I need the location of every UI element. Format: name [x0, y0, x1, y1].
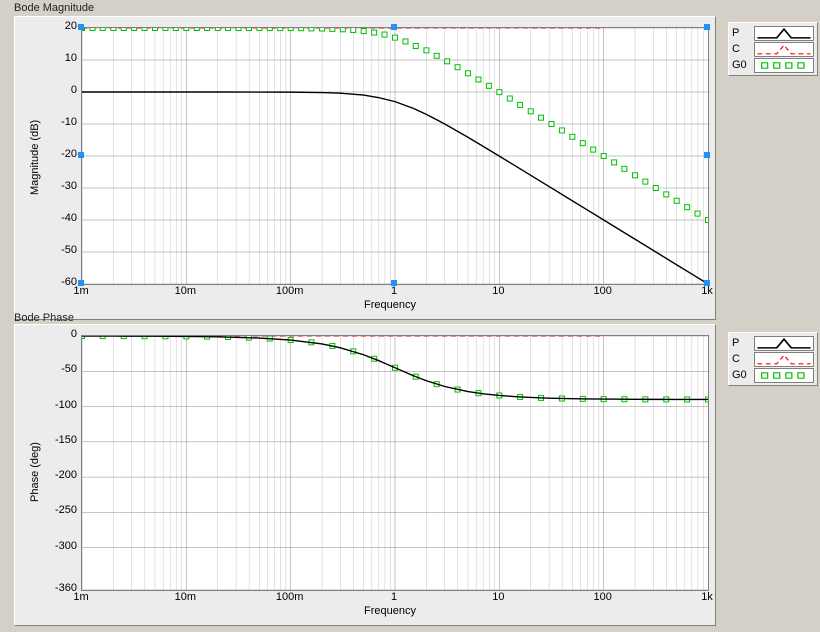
x-tick-label: 100 — [583, 591, 623, 603]
y-tick-label: -30 — [61, 180, 77, 192]
x-tick-label: 10 — [478, 285, 518, 297]
y-tick-label: -50 — [61, 363, 77, 375]
selection-handle[interactable] — [78, 152, 84, 158]
x-tick-label: 1 — [374, 591, 414, 603]
y-tick-label: 20 — [65, 20, 77, 32]
legend-label: G0 — [732, 369, 754, 381]
phase-legend[interactable]: PC G0 — [728, 332, 818, 386]
x-axis-label: Frequency — [364, 605, 416, 617]
y-tick-label: -50 — [61, 244, 77, 256]
y-tick-label: -10 — [61, 116, 77, 128]
x-tick-label: 10m — [165, 285, 205, 297]
selection-handle[interactable] — [78, 280, 84, 286]
x-tick-label: 1 — [374, 285, 414, 297]
bode-phase-plot[interactable]: -360-300-250-200-150-100-5001m10m100m110… — [14, 324, 716, 626]
selection-handle[interactable] — [704, 152, 710, 158]
x-tick-label: 100m — [270, 285, 310, 297]
x-tick-label: 10 — [478, 591, 518, 603]
legend-swatch — [754, 352, 814, 367]
y-axis-label: Phase (deg) — [29, 442, 41, 502]
legend-swatch — [754, 58, 814, 73]
bode-magnitude-title: Bode Magnitude — [14, 2, 94, 14]
legend-label: C — [732, 43, 754, 55]
y-tick-label: -250 — [55, 504, 77, 516]
legend-entry-G0[interactable]: G0 — [732, 367, 814, 383]
y-tick-label: -300 — [55, 540, 77, 552]
legend-entry-P[interactable]: P — [732, 25, 814, 41]
legend-label: C — [732, 353, 754, 365]
legend-label: G0 — [732, 59, 754, 71]
bode-magnitude-plot[interactable]: -60-50-40-30-20-10010201m10m100m1101001k… — [14, 16, 716, 320]
x-tick-label: 100 — [583, 285, 623, 297]
legend-swatch — [754, 26, 814, 41]
y-tick-label: 10 — [65, 52, 77, 64]
y-tick-label: 0 — [71, 84, 77, 96]
legend-swatch — [754, 368, 814, 383]
legend-swatch — [754, 336, 814, 351]
x-axis-label: Frequency — [364, 299, 416, 311]
selection-handle[interactable] — [391, 280, 397, 286]
selection-handle[interactable] — [704, 24, 710, 30]
y-tick-label: -200 — [55, 469, 77, 481]
y-tick-label: -150 — [55, 434, 77, 446]
x-tick-label: 100m — [270, 591, 310, 603]
legend-swatch — [754, 42, 814, 57]
selection-handle[interactable] — [78, 24, 84, 30]
y-tick-label: -100 — [55, 399, 77, 411]
y-tick-label: -40 — [61, 212, 77, 224]
y-tick-label: -20 — [61, 148, 77, 160]
bode-phase-title: Bode Phase — [14, 312, 74, 324]
x-tick-label: 1m — [61, 591, 101, 603]
legend-label: P — [732, 27, 754, 39]
plot-area[interactable] — [81, 27, 709, 285]
x-tick-label: 10m — [165, 591, 205, 603]
x-tick-label: 1k — [687, 591, 727, 603]
x-tick-label: 1m — [61, 285, 101, 297]
magnitude-legend[interactable]: PC G0 — [728, 22, 818, 76]
legend-label: P — [732, 337, 754, 349]
legend-entry-G0[interactable]: G0 — [732, 57, 814, 73]
legend-entry-C[interactable]: C — [732, 41, 814, 57]
plot-area[interactable] — [81, 335, 709, 591]
legend-entry-P[interactable]: P — [732, 335, 814, 351]
y-tick-label: 0 — [71, 328, 77, 340]
selection-handle[interactable] — [391, 24, 397, 30]
x-tick-label: 1k — [687, 285, 727, 297]
y-axis-label: Magnitude (dB) — [29, 120, 41, 195]
legend-entry-C[interactable]: C — [732, 351, 814, 367]
selection-handle[interactable] — [704, 280, 710, 286]
